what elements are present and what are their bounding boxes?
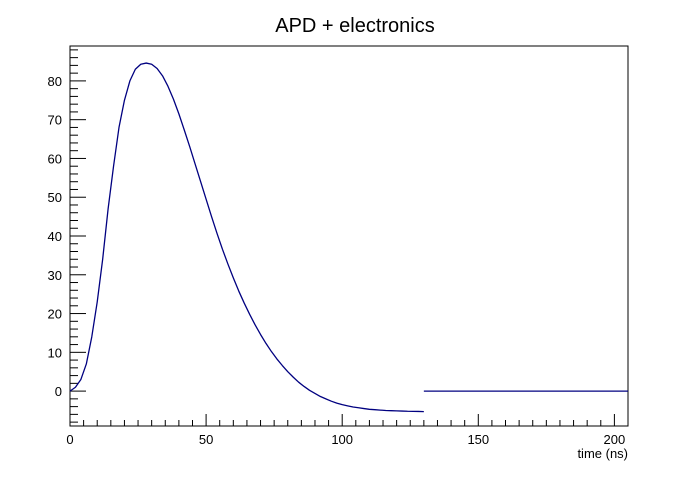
series-lines <box>69 62 628 413</box>
chart-title: APD + electronics <box>275 15 435 37</box>
x-tick-label: 0 <box>66 432 73 447</box>
y-tick-label: 60 <box>48 151 62 166</box>
y-tick-label: 0 <box>55 384 62 399</box>
y-tick-label: 80 <box>48 74 62 89</box>
y-tick-label: 50 <box>48 190 62 205</box>
series-line-1 <box>69 62 424 413</box>
y-tick-label: 10 <box>48 345 62 360</box>
y-tick-label: 30 <box>48 268 62 283</box>
y-tick-label: 70 <box>48 113 62 128</box>
x-tick-label: 50 <box>199 432 213 447</box>
x-tick-label: 100 <box>331 432 353 447</box>
x-tick-label: 200 <box>604 432 626 447</box>
x-axis-label: time (ns) <box>577 446 628 461</box>
axes: 0 50 100 150 200 0 10 20 30 40 50 60 70 80 <box>48 49 629 447</box>
y-tick-label: 20 <box>48 307 62 322</box>
x-tick-label: 150 <box>467 432 489 447</box>
plot-frame <box>69 45 629 427</box>
y-tick-label: 40 <box>48 229 62 244</box>
